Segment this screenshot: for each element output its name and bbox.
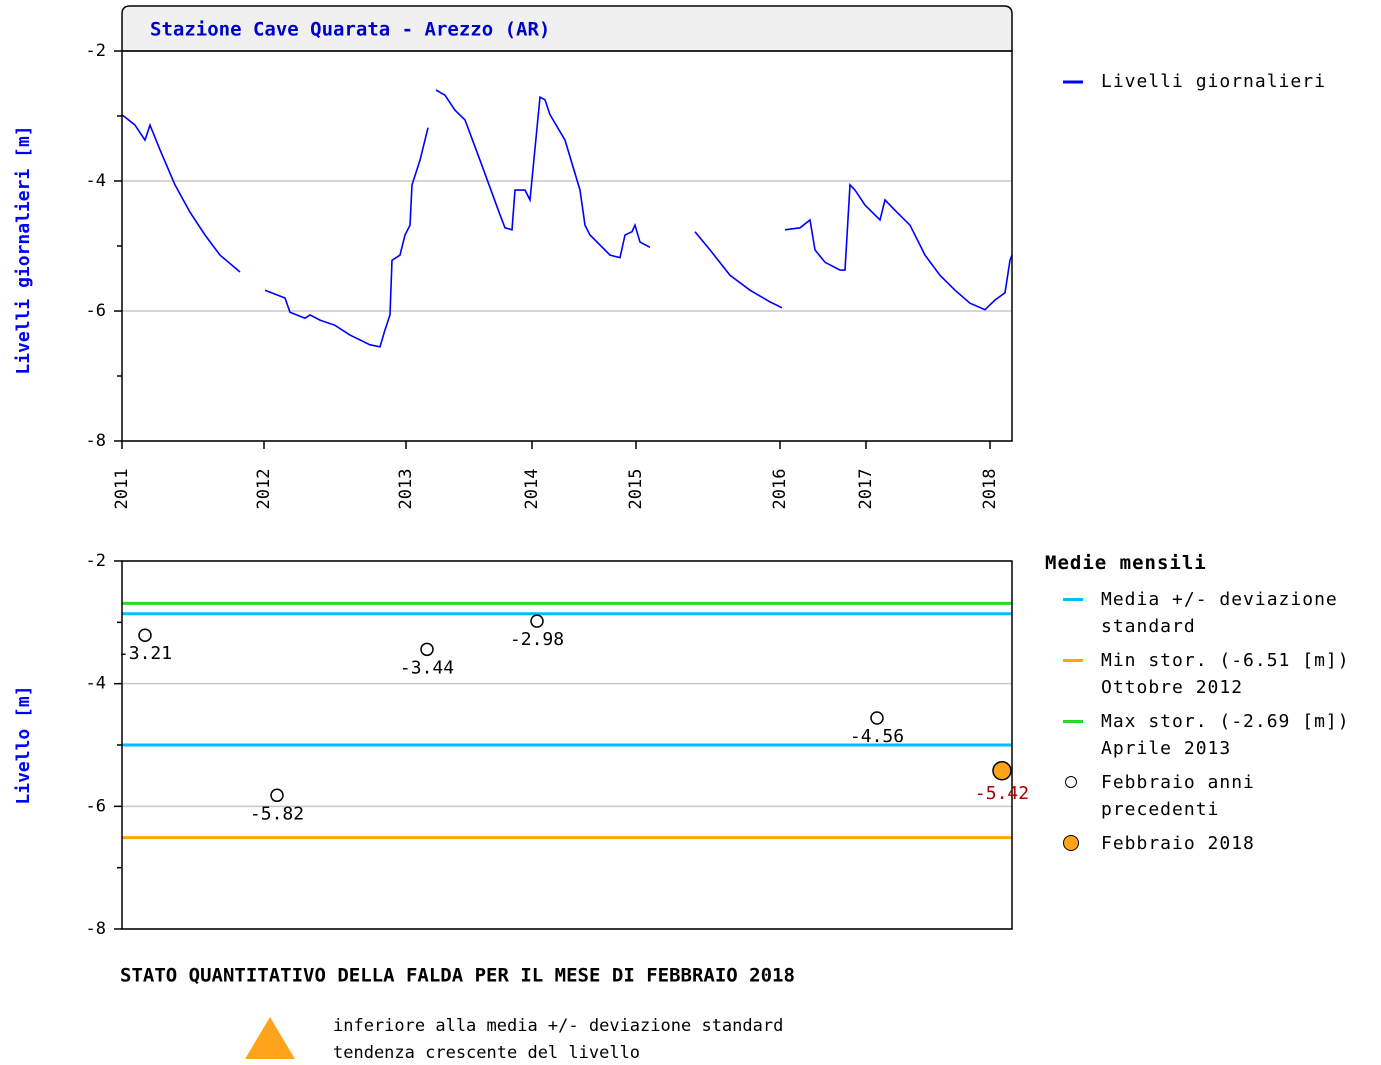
- plot-frame: [121, 50, 1013, 442]
- legend-swatch: [1063, 659, 1083, 662]
- legend: Medie mensili Media +/- deviazione standa…: [1045, 552, 1381, 864]
- y-axis-label: Livelli giornalieri [m]: [13, 125, 34, 374]
- legend-item: Febbraio 2018: [1045, 830, 1376, 857]
- legend-swatch: [1063, 720, 1083, 723]
- x-tick-label: 2017: [856, 469, 876, 510]
- plot-frame: [121, 560, 1013, 930]
- data-point: [530, 614, 544, 628]
- y-tick-label: -4: [86, 674, 106, 694]
- data-label: -3.21: [118, 643, 172, 664]
- y-tick-label: -6: [86, 301, 106, 321]
- legend-label: Min stor. (-6.51 [m]) Ottobre 2012: [1101, 650, 1350, 698]
- legend-label: Febbraio 2018: [1101, 833, 1255, 854]
- legend-swatch: [1063, 598, 1083, 601]
- data-point: [870, 711, 884, 725]
- y-tick-label: -8: [86, 919, 106, 939]
- legend-item: Media +/- deviazione standard: [1045, 586, 1376, 640]
- x-tick-label: 2012: [254, 469, 274, 510]
- x-tick-label: 2011: [112, 469, 132, 510]
- status-icon: [245, 1017, 295, 1059]
- x-tick-label: 2015: [626, 469, 646, 510]
- panel-1: [122, 6, 1012, 441]
- y-tick-label: -4: [86, 171, 106, 191]
- legend-label: Livelli giornalieri: [1101, 71, 1326, 92]
- data-label: -5.82: [250, 803, 304, 824]
- data-label: -4.56: [850, 726, 904, 747]
- data-point: [420, 642, 434, 657]
- y-tick-label: -2: [86, 551, 106, 571]
- y-tick-label: -8: [86, 431, 106, 451]
- x-tick-label: 2016: [770, 469, 790, 510]
- legend-marker: [1063, 835, 1079, 851]
- status-text: tendenza crescente del livello: [333, 1043, 640, 1063]
- data-point: [992, 761, 1012, 781]
- legend-item: Febbraio anni precedenti: [1045, 769, 1376, 823]
- y-axis-label: Livello [m]: [13, 685, 34, 804]
- legend-label: Media +/- deviazione standard: [1101, 589, 1338, 637]
- legend-label: Max stor. (-2.69 [m]) Aprile 2013: [1101, 711, 1350, 759]
- legend-marker: [1065, 776, 1077, 788]
- data-point: [138, 628, 152, 642]
- x-tick-label: 2018: [980, 469, 1000, 510]
- data-point: [270, 788, 284, 803]
- legend-title: Medie mensili: [1045, 552, 1207, 574]
- title-bar: [121, 5, 1013, 52]
- data-line: [121, 89, 1013, 348]
- y-tick-label: -6: [86, 796, 106, 816]
- x-tick-label: 2013: [396, 469, 416, 510]
- data-label: -5.42: [975, 783, 1029, 804]
- status-text: inferiore alla media +/- deviazione stan…: [333, 1016, 783, 1036]
- chart-title: Stazione Cave Quarata - Arezzo (AR): [150, 19, 550, 41]
- status-title: STATO QUANTITATIVO DELLA FALDA PER IL ME…: [120, 965, 795, 987]
- x-tick-label: 2014: [522, 469, 542, 510]
- y-tick-label: -2: [86, 41, 106, 61]
- legend-label: Febbraio anni precedenti: [1101, 772, 1255, 820]
- legend-item: Min stor. (-6.51 [m]) Ottobre 2012: [1045, 647, 1376, 701]
- data-label: -2.98: [510, 629, 564, 650]
- data-label: -3.44: [400, 657, 454, 678]
- legend-item: Max stor. (-2.69 [m]) Aprile 2013: [1045, 708, 1376, 762]
